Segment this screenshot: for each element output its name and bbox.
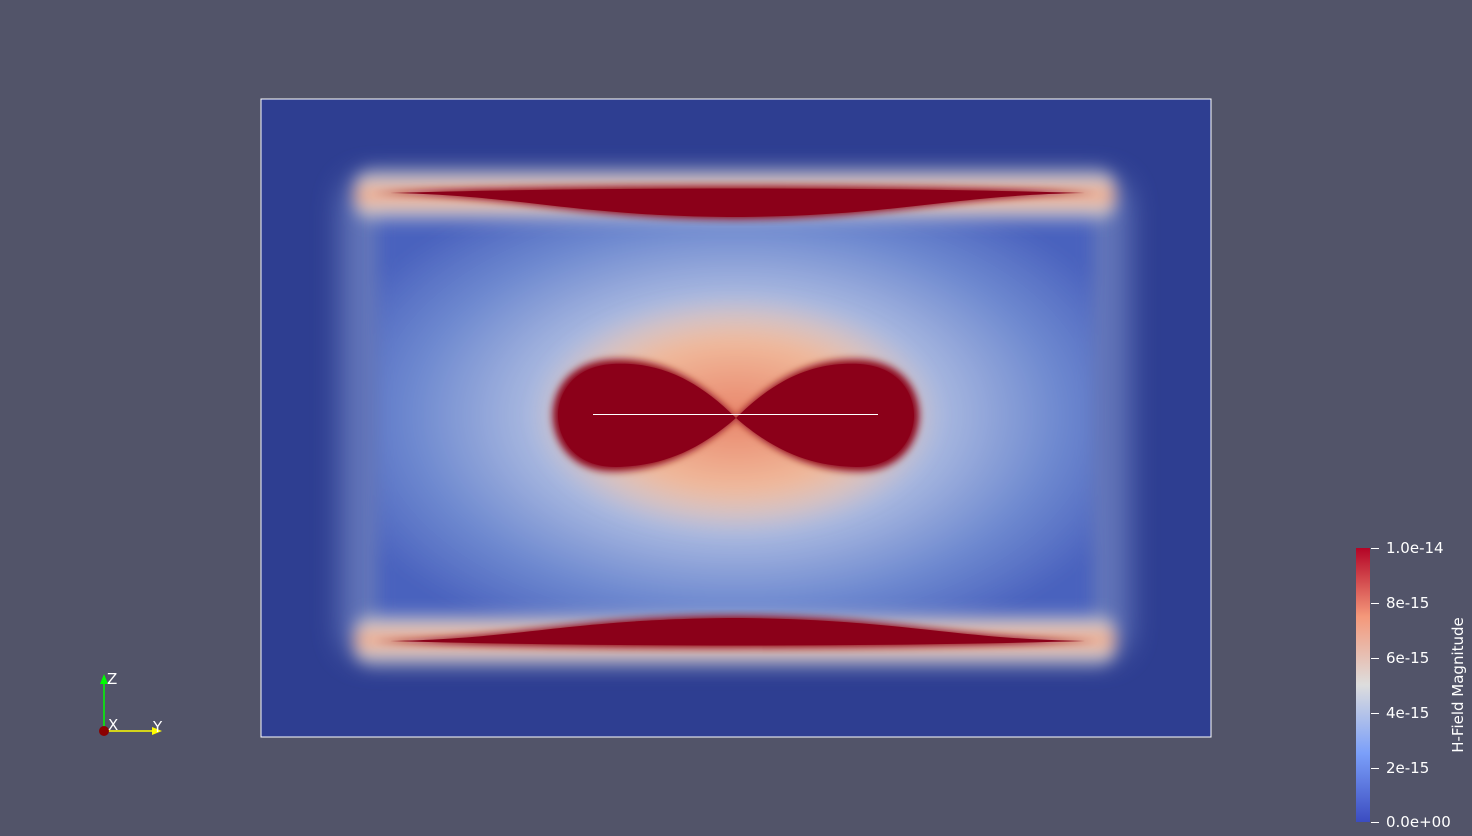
tick-mark [1371,713,1379,714]
tick-label: 8e-15 [1386,594,1430,612]
tick-label-max: 1.0e-14 [1386,539,1444,557]
tick-mark [1371,658,1379,659]
tick-label: 2e-15 [1386,759,1430,777]
y-axis-label: Y [153,718,163,736]
tick-mark [1371,768,1379,769]
z-axis-label: Z [107,670,118,688]
field-domain [260,98,1212,738]
tick-mark [1371,822,1379,823]
tick-mark [1371,603,1379,604]
color-scale-bar[interactable] [1356,548,1370,822]
color-scale-title: H-Field Magnitude [1449,617,1467,753]
tick-mark [1371,548,1379,549]
orientation-axes[interactable] [99,674,162,736]
tick-label: 4e-15 [1386,704,1430,722]
x-axis-label: X [108,716,119,734]
tick-label: 6e-15 [1386,649,1430,667]
domain-outline [260,98,1212,738]
tick-label-min: 0.0e+00 [1386,813,1451,831]
